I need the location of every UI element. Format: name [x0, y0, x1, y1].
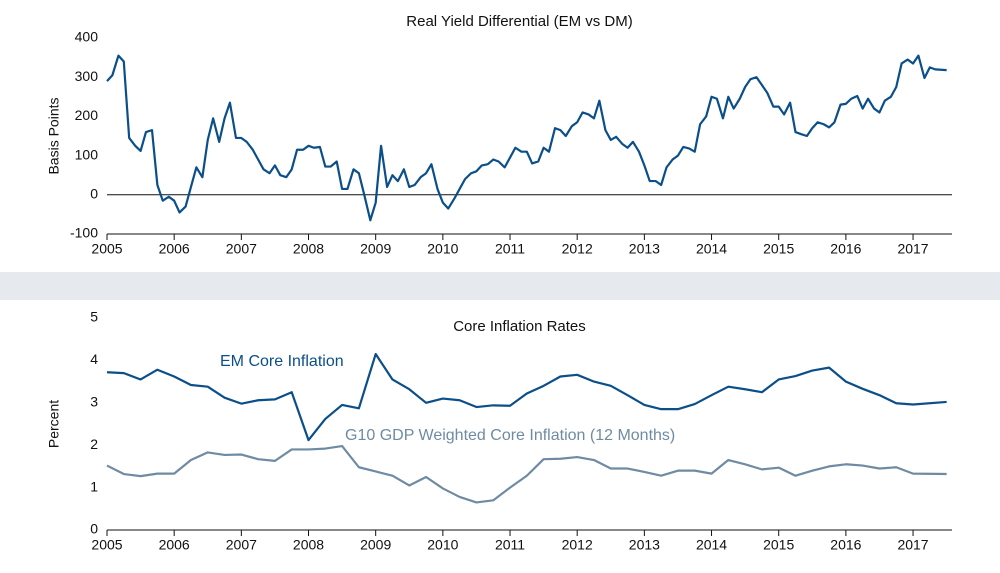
x-tick-label: 2017 — [897, 537, 928, 553]
x-tick-label: 2007 — [226, 241, 257, 257]
y-tick-label: 5 — [90, 309, 98, 325]
x-tick-label: 2010 — [427, 537, 458, 553]
y-tick-label: -100 — [70, 225, 98, 241]
x-tick-label: 2006 — [159, 241, 190, 257]
x-tick-label: 2011 — [495, 241, 525, 257]
x-tick-label: 2008 — [293, 241, 324, 257]
x-tick-label: 2013 — [629, 241, 660, 257]
x-tick-label: 2008 — [293, 537, 324, 553]
line — [106, 54, 947, 222]
x-tick-label: 2012 — [562, 241, 593, 257]
x-tick-label: 2010 — [427, 241, 458, 257]
x-tick-label: 2009 — [360, 537, 391, 553]
y-axis-label: Basis Points — [46, 97, 62, 174]
x-tick-label: 2015 — [763, 537, 794, 553]
chart-title: Real Yield Differential (EM vs DM) — [406, 13, 632, 30]
y-tick-label: 0 — [90, 186, 98, 202]
y-axis-label: Percent — [46, 400, 62, 448]
x-tick-label: 2011 — [495, 537, 525, 553]
y-tick-label: 2 — [90, 436, 98, 452]
y-tick-label: 3 — [90, 394, 98, 410]
chart-title: Core Inflation Rates — [453, 318, 586, 335]
y-tick-label: 300 — [75, 68, 99, 84]
line — [106, 352, 947, 442]
x-tick-label: 2013 — [629, 537, 660, 553]
x-tick-label: 2016 — [830, 241, 861, 257]
x-tick-label: 2017 — [897, 241, 928, 257]
x-tick-label: 2012 — [562, 537, 593, 553]
series-label: EM Core Inflation — [220, 353, 344, 370]
line — [106, 444, 947, 504]
y-tick-label: 1 — [90, 478, 98, 494]
y-tick-label: 400 — [75, 29, 99, 45]
x-tick-label: 2006 — [159, 537, 190, 553]
x-tick-label: 2005 — [91, 241, 122, 257]
x-tick-label: 2014 — [696, 537, 727, 553]
x-tick-label: 2016 — [830, 537, 861, 553]
y-tick-label: 100 — [75, 146, 99, 162]
x-tick-label: 2015 — [763, 241, 794, 257]
series-label: G10 GDP Weighted Core Inflation (12 Mont… — [345, 427, 675, 444]
separator-band — [0, 272, 1000, 300]
x-tick-label: 2014 — [696, 241, 727, 257]
x-tick-label: 2009 — [360, 241, 391, 257]
y-tick-label: 200 — [75, 107, 99, 123]
x-tick-label: 2007 — [226, 537, 257, 553]
y-tick-label: 4 — [90, 351, 98, 367]
y-tick-label: 0 — [90, 521, 98, 537]
x-tick-label: 2005 — [91, 537, 122, 553]
